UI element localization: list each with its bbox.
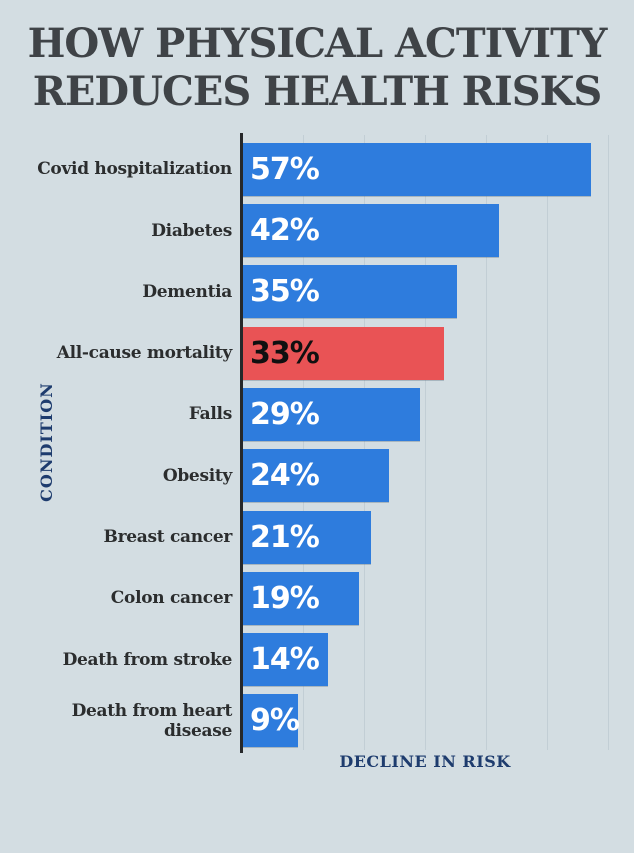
gridline <box>364 135 365 750</box>
bar-row: Diabetes 42% <box>0 204 634 257</box>
gridline <box>547 135 548 750</box>
bar: 14% <box>243 633 329 687</box>
bar-row: Death from heart disease 9% <box>0 694 634 748</box>
bar: 42% <box>243 204 500 257</box>
bar: 24% <box>243 449 390 503</box>
value-label: 29% <box>250 396 320 432</box>
gridline <box>303 135 304 750</box>
value-label: 42% <box>250 213 320 248</box>
value-label: 19% <box>250 580 320 616</box>
value-label: 14% <box>250 642 320 678</box>
bar: 9% <box>243 694 300 748</box>
y-axis-line <box>240 133 243 753</box>
bar: 57% <box>243 142 591 196</box>
bar-highlighted: 33% <box>243 326 445 380</box>
bar-row: Obesity 24% <box>0 449 634 503</box>
chart-title-line1: HOW PHYSICAL ACTIVITY <box>27 20 608 67</box>
category-label: Diabetes <box>151 220 232 241</box>
chart-title: HOW PHYSICAL ACTIVITY REDUCES HEALTH RIS… <box>0 20 634 116</box>
category-label: Breast cancer <box>103 527 233 547</box>
bar-row: Falls 29% <box>0 387 634 441</box>
bar: 29% <box>243 387 420 441</box>
category-label: Colon cancer <box>110 588 233 609</box>
category-label: Death from heart disease <box>71 700 233 741</box>
bar: 21% <box>243 510 372 564</box>
bar: 35% <box>243 265 457 319</box>
gridline <box>608 135 609 750</box>
category-label: Dementia <box>142 281 232 302</box>
bar-row: Breast cancer 21% <box>0 510 634 564</box>
category-label: Death from stroke <box>62 649 233 670</box>
gridline <box>486 135 487 750</box>
x-axis-title: DECLINE IN RISK <box>339 752 511 771</box>
value-label: 33% <box>250 335 320 371</box>
bar-row: Death from stroke 14% <box>0 633 634 687</box>
bar-row: Covid hospitalization 57% <box>0 142 634 196</box>
category-label: Covid hospitalization <box>37 159 232 180</box>
value-label: 24% <box>250 458 320 494</box>
category-label: Falls <box>188 404 232 425</box>
gridline <box>425 135 426 750</box>
value-label: 9% <box>250 703 300 739</box>
chart-title-line2: REDUCES HEALTH RISKS <box>32 68 603 115</box>
bar-row: Dementia 35% <box>0 265 634 319</box>
value-label: 35% <box>250 274 320 310</box>
bar-row: All-cause mortality 33% <box>0 326 634 380</box>
bar-row: Colon cancer 19% <box>0 571 634 625</box>
category-label: Obesity <box>162 465 232 486</box>
bar: 19% <box>243 571 359 625</box>
value-label: 57% <box>250 151 320 187</box>
value-label: 21% <box>250 519 320 555</box>
category-label: All-cause mortality <box>56 343 233 364</box>
